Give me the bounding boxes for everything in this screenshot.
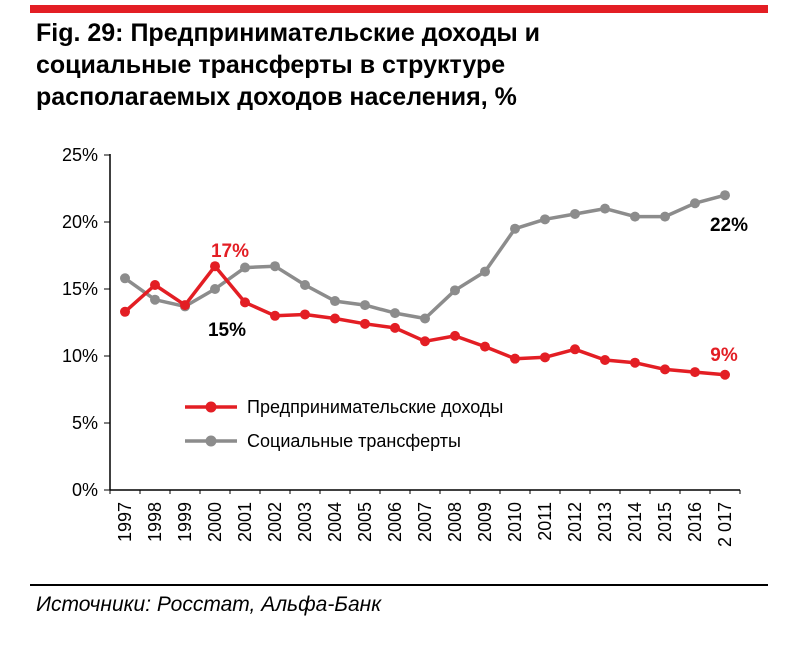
data-point-marker	[240, 262, 250, 273]
data-point-marker	[660, 211, 670, 222]
x-tick-label: 2005	[355, 502, 375, 542]
axes	[109, 154, 740, 491]
data-point-marker	[420, 336, 430, 347]
data-point-marker	[360, 318, 370, 329]
y-tick-label: 20%	[62, 212, 98, 232]
y-tick-label: 0%	[72, 480, 98, 500]
x-tick-label: 2002	[265, 502, 285, 542]
data-point-marker	[660, 364, 670, 375]
y-tick-label: 15%	[62, 279, 98, 299]
y-axis-labels: 0% 5% 10% 15% 20% 25%	[62, 145, 98, 500]
x-axis-labels: 1997 1998 1999 2000 2001 2002 2003 2004 2005 2006…	[115, 502, 735, 547]
data-point-marker	[450, 330, 460, 341]
data-point-marker	[180, 300, 190, 311]
legend-label: Предпринимательские доходы	[247, 397, 503, 417]
data-point-marker	[570, 208, 580, 219]
data-point-marker	[330, 313, 340, 324]
data-point-marker	[690, 198, 700, 209]
annotation-label: 17%	[211, 241, 249, 262]
series-1	[120, 190, 730, 324]
data-point-marker	[630, 211, 640, 222]
x-tick-label: 2004	[325, 502, 345, 542]
y-tick-label: 5%	[72, 413, 98, 433]
annotations: 17% 15% 22% 9%	[208, 215, 748, 366]
x-tick-label: 2001	[235, 502, 255, 542]
x-tick-label: 2006	[385, 502, 405, 542]
data-point-marker	[720, 190, 730, 201]
x-tick-label: 2012	[565, 502, 585, 542]
x-tick-label: 1997	[115, 502, 135, 542]
data-point-marker	[720, 369, 730, 380]
data-point-marker	[390, 308, 400, 319]
data-point-marker	[600, 203, 610, 214]
data-point-marker	[150, 279, 160, 290]
data-point-marker	[540, 214, 550, 225]
data-point-marker	[360, 300, 370, 311]
legend: Предпринимательские доходы Социальные тра…	[185, 397, 503, 451]
source-note: Источники: Росстат, Альфа-Банк	[36, 593, 382, 616]
x-tick-label: 2003	[295, 502, 315, 542]
data-point-marker	[570, 344, 580, 355]
annotation-label: 9%	[710, 345, 738, 366]
x-tick-label: 2016	[685, 502, 705, 542]
x-tick-label: 2007	[415, 502, 435, 542]
y-tick-label: 10%	[62, 346, 98, 366]
tick-marks	[104, 154, 741, 494]
legend-marker	[205, 435, 217, 447]
data-point-marker	[120, 273, 130, 284]
data-point-marker	[600, 355, 610, 366]
x-tick-label: 2011	[535, 502, 555, 541]
x-tick-label: 2009	[475, 502, 495, 542]
x-tick-label: 2 017	[715, 502, 735, 547]
data-point-marker	[480, 341, 490, 352]
data-point-marker	[510, 353, 520, 364]
data-point-marker	[450, 285, 460, 296]
chart-canvas: 0% 5% 10% 15% 20% 25% 1997 1998 1999 2000 2001 2002…	[62, 145, 748, 547]
data-point-marker	[690, 367, 700, 378]
x-tick-label: 2000	[205, 502, 225, 542]
data-point-marker	[540, 352, 550, 363]
data-point-marker	[420, 313, 430, 324]
x-tick-label: 2015	[655, 502, 675, 542]
data-point-marker	[210, 284, 220, 294]
data-point-marker	[300, 309, 310, 320]
data-point-marker	[480, 266, 490, 277]
x-tick-label: 2008	[445, 502, 465, 542]
line-chart: 0% 5% 10% 15% 20% 25% 1997 1998 1999 2000 2001 2002…	[30, 145, 770, 575]
annotation-label: 15%	[208, 320, 246, 341]
data-point-marker	[270, 261, 280, 272]
y-tick-label: 25%	[62, 145, 98, 165]
x-tick-label: 1999	[175, 502, 195, 542]
x-tick-label: 2013	[595, 502, 615, 542]
annotation-label: 22%	[710, 215, 748, 236]
top-accent-rule	[30, 5, 768, 13]
data-point-marker	[120, 306, 130, 317]
data-point-marker	[300, 279, 310, 290]
data-point-marker	[390, 322, 400, 333]
data-point-marker	[150, 294, 160, 305]
data-point-marker	[270, 310, 280, 321]
x-tick-label: 1998	[145, 502, 165, 542]
data-point-marker	[240, 297, 250, 308]
legend-marker	[205, 401, 217, 413]
figure-title: Fig. 29: Предпринимательские доходы и со…	[36, 19, 541, 111]
data-point-marker	[210, 261, 220, 272]
data-point-marker	[330, 296, 340, 307]
x-tick-label: 2014	[625, 502, 645, 542]
x-tick-label: 2010	[505, 502, 525, 542]
legend-label: Социальные трансферты	[247, 431, 461, 451]
data-point-marker	[510, 223, 520, 234]
footer-divider	[30, 584, 768, 586]
data-point-marker	[630, 357, 640, 368]
series-0	[120, 261, 730, 380]
